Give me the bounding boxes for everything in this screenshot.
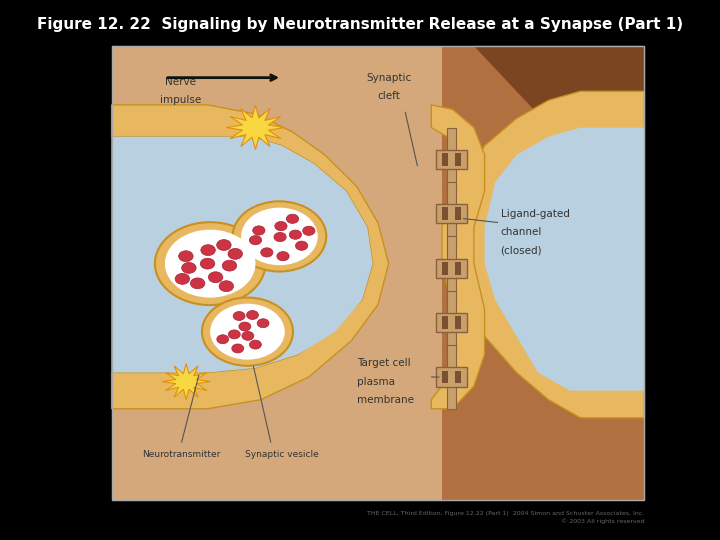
Text: Ligand-gated: Ligand-gated [500,209,570,219]
Text: cleft: cleft [377,91,400,101]
Polygon shape [485,127,644,390]
Circle shape [228,248,243,259]
Circle shape [239,322,251,331]
Bar [442,153,449,166]
Circle shape [246,310,258,320]
Circle shape [261,248,273,257]
Text: Synaptic vesicle: Synaptic vesicle [246,450,319,458]
Text: channel: channel [500,227,542,237]
Circle shape [233,201,326,272]
Circle shape [201,245,215,255]
Polygon shape [474,46,644,205]
Circle shape [289,230,302,239]
Circle shape [232,344,244,353]
Bar [455,262,462,274]
Polygon shape [431,105,485,409]
Circle shape [275,221,287,231]
Circle shape [210,303,285,360]
Polygon shape [112,137,373,373]
Text: Figure 12. 22  Signaling by Neurotransmitter Release at a Synapse (Part 1): Figure 12. 22 Signaling by Neurotransmit… [37,17,683,32]
Circle shape [200,258,215,269]
Text: Neurotransmitter: Neurotransmitter [142,450,220,458]
FancyBboxPatch shape [436,367,467,387]
Bar [447,345,456,409]
Circle shape [233,312,245,320]
Text: plasma: plasma [356,376,395,387]
FancyBboxPatch shape [436,313,467,332]
Circle shape [257,319,269,328]
Bar [447,182,456,246]
Text: (closed): (closed) [500,245,542,255]
Circle shape [181,262,196,273]
Circle shape [217,240,231,251]
Bar [447,127,456,191]
Bar [442,262,449,274]
Bar [112,46,644,500]
Circle shape [190,278,205,289]
Circle shape [287,214,299,224]
Bar [455,153,462,166]
Circle shape [253,226,265,235]
Polygon shape [162,363,210,400]
Circle shape [242,332,254,340]
Circle shape [302,226,315,235]
Circle shape [274,232,287,241]
Circle shape [228,330,240,339]
Bar [455,316,462,329]
Bar [112,46,644,500]
Text: impulse: impulse [161,96,202,105]
Text: Target cell: Target cell [356,359,410,368]
Circle shape [179,251,193,262]
Text: Nerve: Nerve [166,77,197,87]
FancyBboxPatch shape [436,204,467,224]
Text: Synaptic: Synaptic [366,73,411,83]
Bar [442,46,644,500]
Circle shape [217,335,229,344]
Circle shape [222,260,237,271]
Polygon shape [112,105,389,409]
Bar [442,316,449,329]
Circle shape [208,272,223,282]
Bar [455,207,462,220]
Polygon shape [226,106,285,150]
Circle shape [241,208,318,265]
Polygon shape [112,137,373,373]
Bar [442,207,449,220]
Text: membrane: membrane [356,395,414,404]
Circle shape [155,222,266,305]
Text: THE CELL, Third Edition, Figure 12.22 (Part 1)  2004 Simon and Schuster Associat: THE CELL, Third Edition, Figure 12.22 (P… [367,511,644,524]
Circle shape [249,340,261,349]
Bar [112,46,644,500]
Bar [442,370,449,383]
Circle shape [277,252,289,261]
Circle shape [175,273,189,284]
FancyBboxPatch shape [436,259,467,278]
Polygon shape [453,91,644,418]
Circle shape [219,281,233,292]
Circle shape [295,241,307,251]
Bar [447,237,456,300]
Bar [455,370,462,383]
Circle shape [165,230,256,298]
Circle shape [202,298,293,366]
Circle shape [249,235,261,245]
Bar [447,291,456,354]
FancyBboxPatch shape [436,150,467,169]
